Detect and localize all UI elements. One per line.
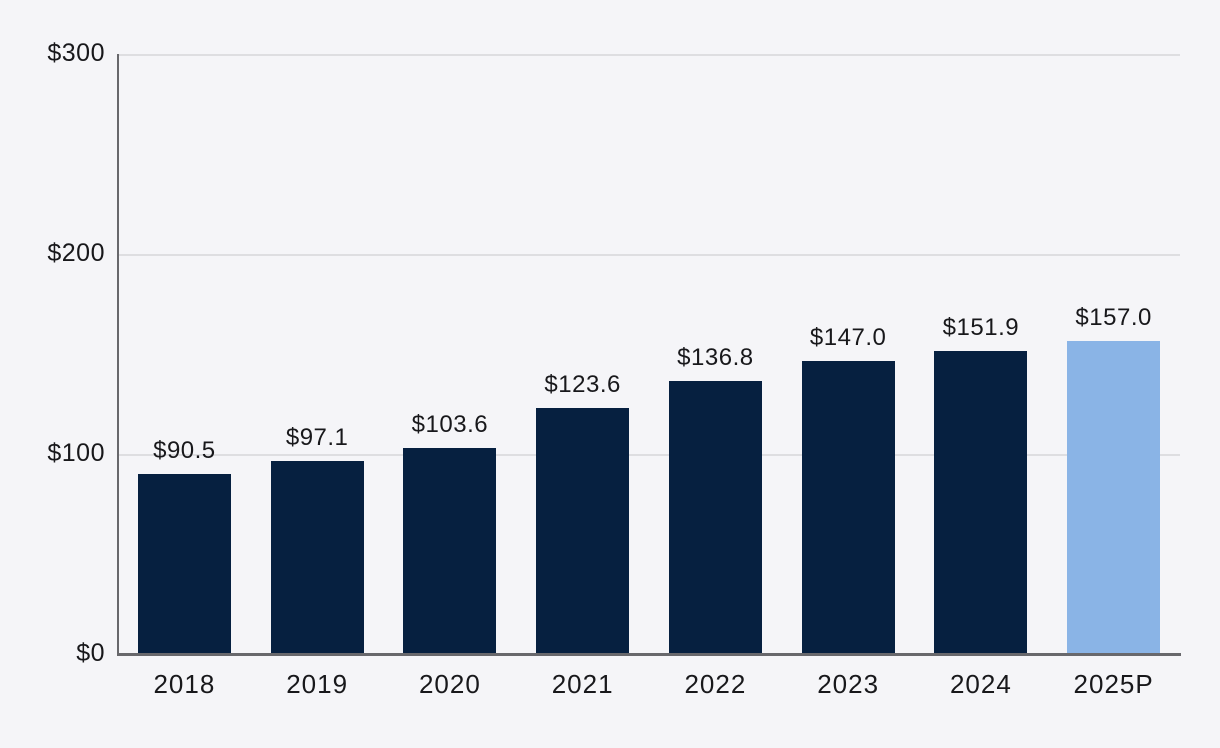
gridline: [118, 454, 1180, 456]
gridline: [118, 254, 1180, 256]
x-tick-label: 2021: [551, 669, 614, 699]
bar-value-label: $123.6: [544, 370, 621, 398]
bar-value-label: $157.0: [1075, 304, 1152, 331]
bar: [801, 361, 895, 655]
x-tick-label: 2024: [949, 669, 1012, 699]
x-tick-label: 2019: [286, 669, 349, 699]
bar-value-label: $136.8: [677, 344, 754, 372]
y-tick-label: $200: [47, 239, 105, 267]
bar: [137, 474, 231, 655]
bar-value-label: $97.1: [285, 423, 349, 451]
bar-value-label: $147.0: [809, 324, 887, 351]
bar-value-label: $103.6: [411, 410, 489, 438]
x-tick-label: 2018: [153, 669, 216, 699]
bar: [1067, 341, 1161, 655]
x-tick-label: 2025P: [1073, 669, 1154, 699]
x-axis-line: [117, 653, 1181, 656]
x-tick-label: 2022: [684, 669, 747, 699]
bar-value-label: $90.5: [153, 437, 216, 464]
bar: [536, 407, 630, 655]
y-tick-label: $100: [47, 439, 105, 467]
bar: [668, 381, 762, 655]
x-tick-label: 2020: [418, 669, 481, 699]
bar-value-label: $151.9: [942, 314, 1020, 342]
bar: [934, 351, 1028, 655]
y-tick-label: $0: [76, 639, 105, 667]
y-axis-line: [117, 54, 119, 656]
bar: [270, 460, 364, 655]
x-tick-label: 2023: [817, 669, 880, 699]
gridline: [118, 54, 1180, 56]
y-tick-label: $300: [47, 39, 105, 67]
bar: [403, 447, 497, 655]
